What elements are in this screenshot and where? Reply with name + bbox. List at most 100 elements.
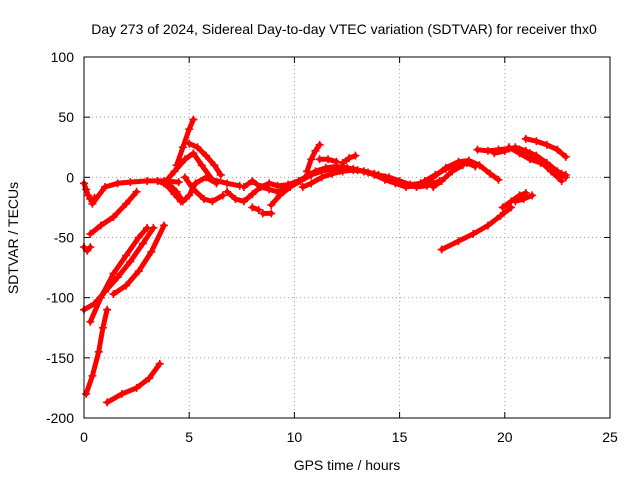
data-point: [96, 293, 105, 302]
y-tick-label: -100: [46, 290, 74, 306]
data-point: [429, 182, 438, 191]
data-point: [265, 185, 274, 194]
data-point: [532, 151, 541, 160]
data-point: [542, 140, 551, 149]
data-point: [328, 169, 337, 178]
data-point: [159, 221, 168, 230]
data-point: [191, 179, 200, 188]
data-point: [202, 173, 211, 182]
series-track-3: [86, 187, 141, 238]
data-point: [324, 155, 333, 164]
data-point: [458, 161, 467, 170]
data-series: [80, 115, 570, 407]
series-track-12: [185, 139, 225, 179]
data-point: [113, 179, 122, 188]
y-axis-label: SDTVAR / TECUs: [5, 182, 21, 294]
data-point: [231, 194, 240, 203]
data-point: [420, 176, 429, 185]
data-point: [315, 155, 324, 164]
data-point: [132, 383, 141, 392]
data-point: [351, 151, 360, 160]
y-tick-label: 100: [51, 49, 75, 65]
series-track-8: [82, 305, 112, 398]
data-point: [134, 267, 143, 276]
data-point: [380, 173, 389, 182]
data-point: [311, 167, 320, 176]
series-track-34: [505, 143, 570, 179]
data-point: [170, 167, 179, 176]
data-point: [86, 229, 95, 238]
series-track-28: [429, 161, 467, 191]
data-point: [113, 273, 122, 282]
data-point: [109, 290, 118, 299]
data-point: [338, 167, 347, 176]
data-point: [172, 161, 181, 170]
data-point: [298, 182, 307, 191]
data-point: [239, 197, 248, 206]
y-tick-label: -200: [46, 410, 74, 426]
data-point: [189, 115, 198, 124]
data-point: [561, 152, 570, 161]
data-point: [155, 359, 164, 368]
data-point: [82, 389, 91, 398]
data-point: [483, 221, 492, 230]
data-point: [441, 164, 450, 173]
data-point: [153, 176, 162, 185]
data-point: [321, 163, 330, 172]
data-point: [462, 158, 471, 167]
data-point: [553, 145, 562, 154]
data-point: [199, 194, 208, 203]
data-point: [185, 125, 194, 134]
data-point: [345, 154, 354, 163]
data-point: [317, 173, 326, 182]
data-point: [197, 161, 206, 170]
data-point: [109, 213, 118, 222]
data-point: [315, 140, 324, 149]
data-point: [143, 176, 152, 185]
data-point: [185, 139, 194, 148]
data-point: [471, 162, 480, 171]
data-point: [422, 181, 431, 190]
data-point: [498, 203, 507, 212]
data-point: [88, 199, 97, 208]
x-tick-label: 10: [287, 429, 303, 445]
data-point: [437, 245, 446, 254]
data-point: [532, 137, 541, 146]
series-track-6: [86, 223, 152, 326]
data-point: [176, 197, 185, 206]
series-track-23: [303, 140, 324, 176]
data-point: [208, 197, 217, 206]
data-point: [286, 182, 295, 191]
series-track-35: [521, 134, 570, 161]
data-point: [103, 398, 112, 407]
data-point: [519, 194, 528, 203]
data-point: [528, 191, 537, 200]
y-tick-label: 0: [66, 169, 74, 185]
data-point: [332, 157, 341, 166]
data-point: [505, 143, 514, 152]
data-point: [536, 158, 545, 167]
data-point: [275, 191, 284, 200]
series-line: [304, 142, 323, 174]
data-point: [109, 269, 118, 278]
data-point: [254, 205, 263, 214]
data-point: [557, 169, 566, 178]
data-point: [193, 143, 202, 152]
data-point: [117, 389, 126, 398]
data-point: [88, 371, 97, 380]
data-point: [267, 201, 276, 210]
data-point: [496, 211, 505, 220]
y-axis-ticks: -200 -150 -100 -50 0 50 100: [46, 49, 610, 426]
x-tick-label: 20: [497, 429, 513, 445]
data-point: [248, 190, 257, 199]
data-point: [101, 182, 110, 191]
data-point: [189, 185, 198, 194]
y-tick-label: 50: [58, 109, 74, 125]
data-point: [82, 185, 91, 194]
data-point: [300, 173, 309, 182]
data-point: [290, 179, 299, 188]
series-track-14: [180, 173, 227, 206]
series-track-31: [511, 191, 537, 206]
data-point: [223, 187, 232, 196]
data-point: [359, 167, 368, 176]
